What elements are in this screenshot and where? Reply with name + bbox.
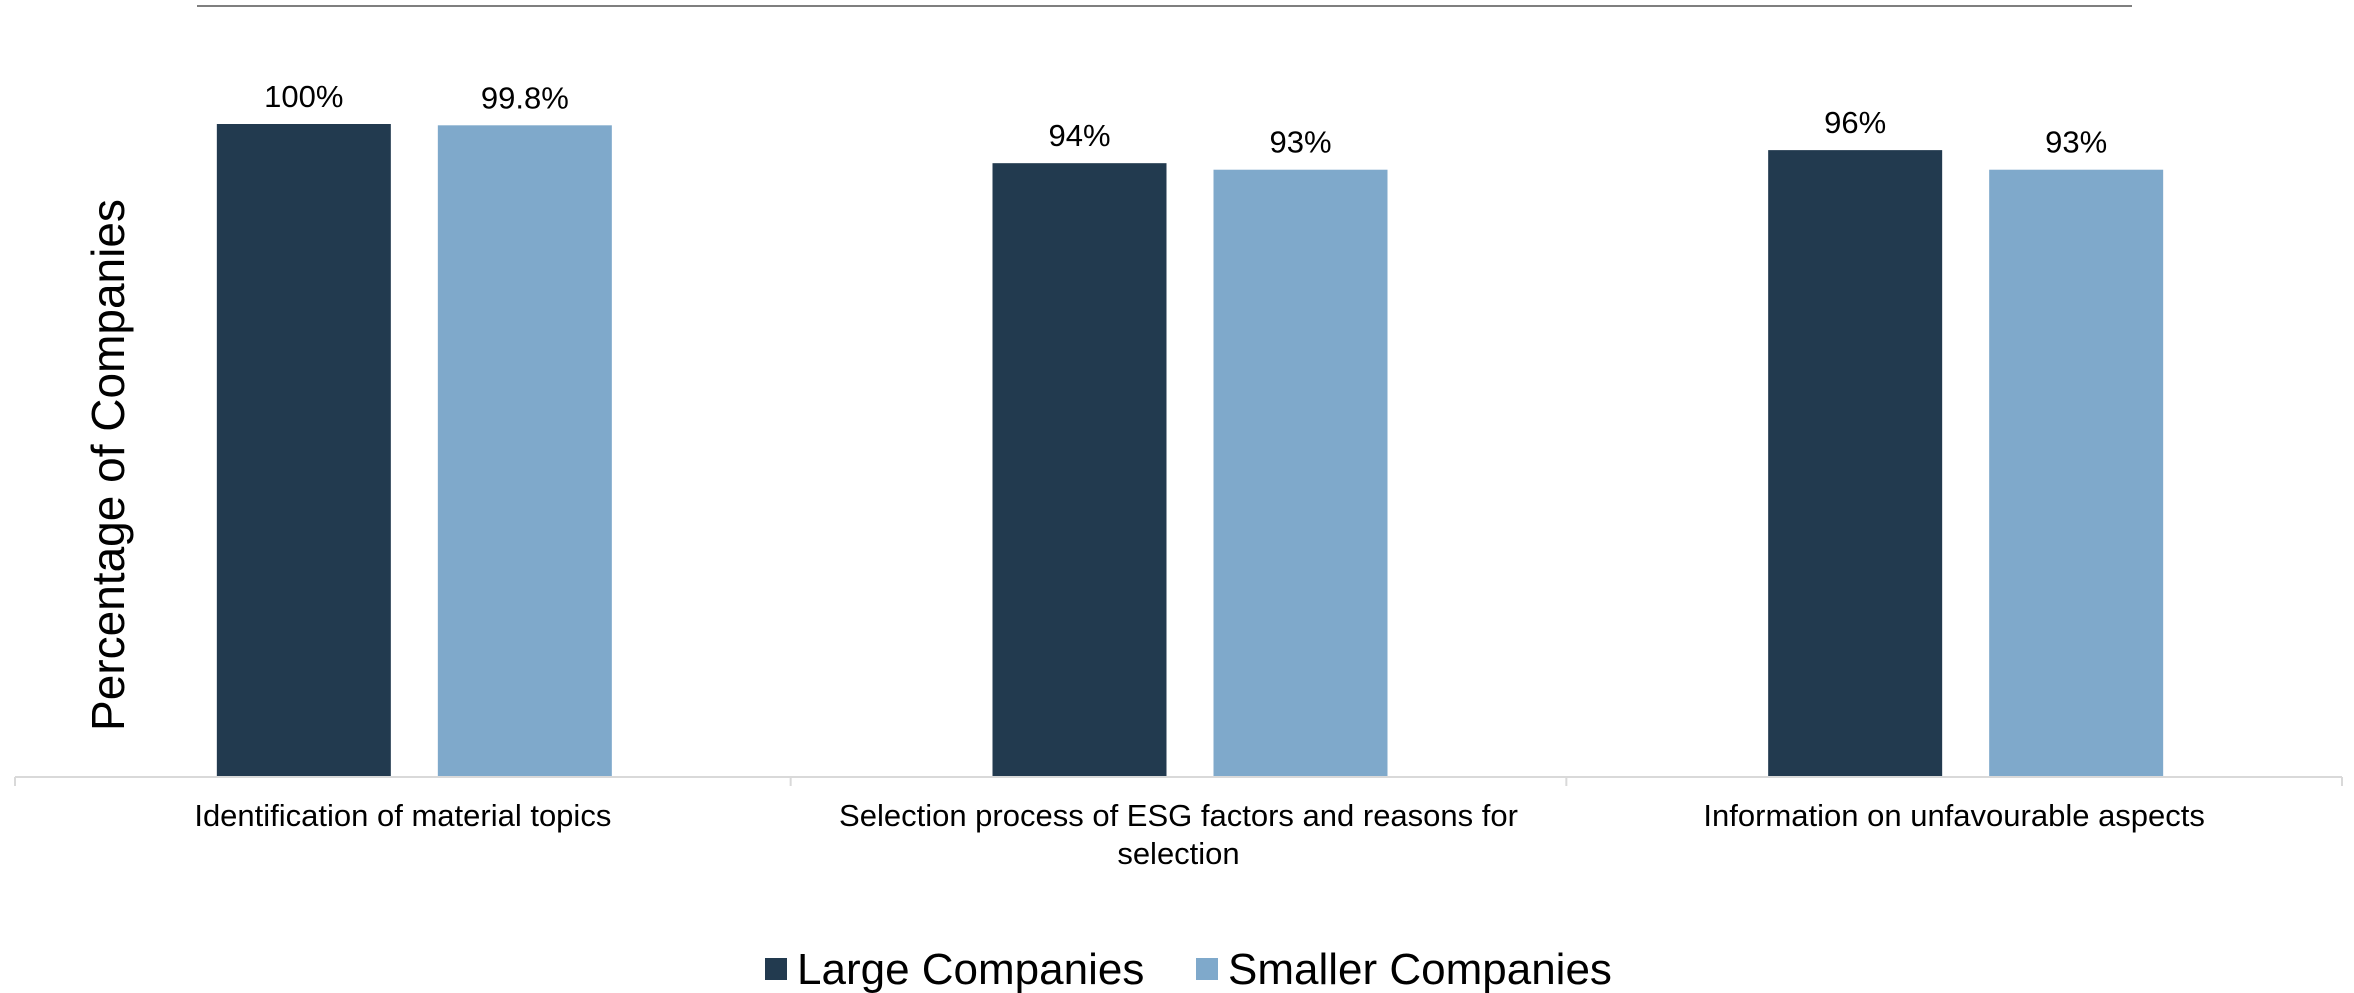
legend-label-smaller: Smaller Companies [1228, 945, 1612, 993]
category-label: Information on unfavourable aspects [1703, 798, 2204, 833]
category-labels: Identification of material topics Selecti… [194, 798, 2205, 871]
data-label: 100% [264, 79, 343, 114]
data-label: 93% [1269, 125, 1331, 160]
data-label: 94% [1048, 118, 1110, 153]
bar-large-3 [1768, 150, 1943, 777]
bar-smaller-3 [1989, 169, 2164, 777]
bar-large-1 [216, 124, 391, 777]
data-label: 99.8% [481, 80, 569, 115]
legend: Large Companies Smaller Companies [765, 945, 1612, 993]
data-labels-layer: 100% 99.8% 94% 93% 96% 93% [264, 79, 2107, 160]
data-label: 96% [1824, 105, 1886, 140]
category-label: selection [1117, 836, 1239, 871]
y-axis-label: Percentage of Companies [82, 199, 134, 731]
bar-smaller-2 [1213, 169, 1388, 777]
legend-swatch-large [765, 958, 787, 980]
legend-label-large: Large Companies [797, 945, 1144, 993]
legend-swatch-smaller [1196, 958, 1218, 980]
bars-layer [216, 124, 2164, 777]
data-label: 93% [2045, 125, 2107, 160]
category-label: Selection process of ESG factors and rea… [839, 798, 1518, 833]
category-label: Identification of material topics [194, 798, 611, 833]
x-axis-ticks [14, 777, 2343, 786]
bar-smaller-1 [437, 125, 612, 777]
bar-large-2 [992, 163, 1167, 777]
